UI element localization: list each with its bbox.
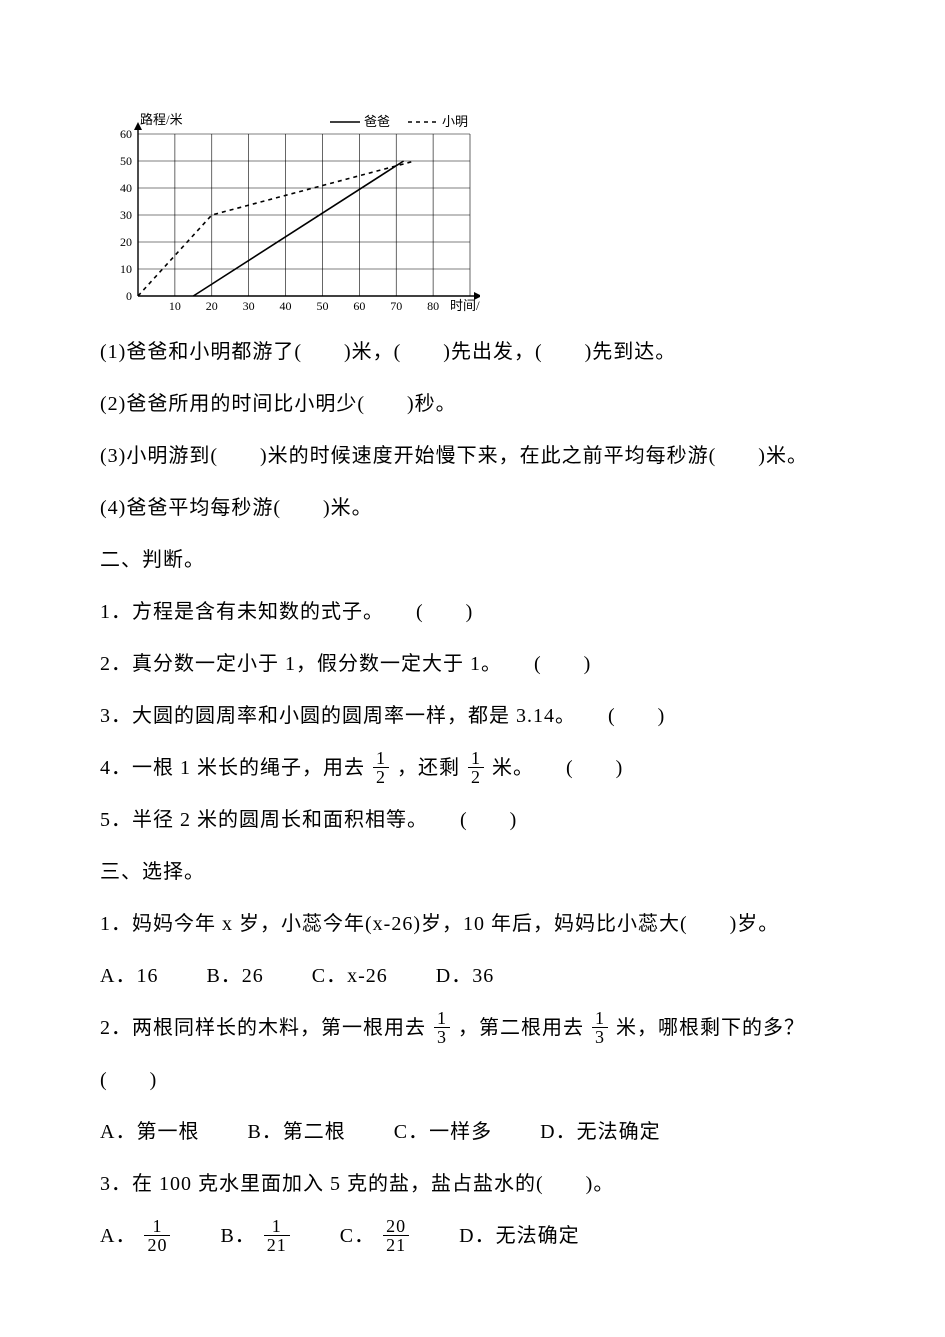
svg-text:10: 10 [169,299,181,313]
section-3-title: 三、选择。 [100,846,845,898]
s3-q3-choices: A． 1 20 B． 1 21 C． 20 21 D．无法确定 [100,1210,845,1262]
svg-text:80: 80 [427,299,439,313]
frac-num: 1 [592,1009,608,1028]
svg-text:70: 70 [390,299,402,313]
s3-q3: 3．在 100 克水里面加入 5 克的盐，盐占盐水的( )。 [100,1158,845,1210]
svg-text:路程/米: 路程/米 [140,112,183,127]
frac-den: 2 [468,768,484,786]
fraction-1-21: 1 21 [264,1217,290,1254]
frac-den: 3 [434,1028,450,1046]
svg-text:40: 40 [280,299,292,313]
svg-text:20: 20 [120,235,132,249]
s3-q2-text-b: ，第二根用去 [458,1017,584,1039]
frac-num: 1 [373,749,389,768]
s3-q1-C: C．x-26 [312,950,388,1002]
svg-text:60: 60 [353,299,365,313]
section-2-title: 二、判断。 [100,534,845,586]
svg-text:20: 20 [206,299,218,313]
s3-q3-B: B． 1 21 [220,1210,291,1262]
s3-q2-A: A．第一根 [100,1106,199,1158]
frac-num: 1 [264,1217,290,1236]
svg-text:10: 10 [120,262,132,276]
swim-line-chart: 0 10 20 30 40 50 60 10 20 30 40 50 60 70 80 路程/米时间/秒 爸爸 小… [100,110,480,320]
fraction-1-3-a: 1 3 [434,1009,450,1046]
chart-svg: 0 10 20 30 40 50 60 10 20 30 40 50 60 70 80 路程/米时间/秒 爸爸 小… [100,110,480,320]
fraction-1-2-a: 1 2 [373,749,389,786]
s3-q1-A: A．16 [100,950,158,1002]
s3-q2-choices: A．第一根 B．第二根 C．一样多 D．无法确定 [100,1106,845,1158]
q1-4: (4)爸爸平均每秒游( )米。 [100,482,845,534]
s2-q4-text-b: ，还剩 [397,757,460,779]
fraction-1-2-b: 1 2 [468,749,484,786]
fraction-1-3-b: 1 3 [592,1009,608,1046]
frac-den: 21 [264,1236,290,1254]
svg-text:30: 30 [120,208,132,222]
frac-den: 3 [592,1028,608,1046]
svg-text:60: 60 [120,127,132,141]
svg-text:40: 40 [120,181,132,195]
frac-num: 1 [434,1009,450,1028]
s2-q1: 1．方程是含有未知数的式子。 ( ) [100,586,845,638]
svg-text:时间/秒: 时间/秒 [450,298,480,313]
s3-q1: 1．妈妈今年 x 岁，小蕊今年(x-26)岁，10 年后，妈妈比小蕊大( )岁。 [100,898,845,950]
q1-2: (2)爸爸所用的时间比小明少( )秒。 [100,378,845,430]
q1-1: (1)爸爸和小明都游了( )米，( )先出发，( )先到达。 [100,326,845,378]
s3-q2-D: D．无法确定 [540,1106,660,1158]
svg-text:50: 50 [316,299,328,313]
fraction-20-21: 20 21 [383,1217,409,1254]
s3-q2-B: B．第二根 [247,1106,345,1158]
s3-q2-C: C．一样多 [394,1106,492,1158]
s2-q4-text-a: 4．一根 1 米长的绳子，用去 [100,757,365,779]
s3-q1-D: D．36 [436,950,494,1002]
q1-3: (3)小明游到( )米的时候速度开始慢下来，在此之前平均每秒游( )米。 [100,430,845,482]
s2-q4-text-c: 米。 ( ) [492,757,623,779]
s3-q3-D: D．无法确定 [459,1210,579,1262]
frac-den: 20 [144,1236,170,1254]
svg-text:50: 50 [120,154,132,168]
s2-q2: 2．真分数一定小于 1，假分数一定大于 1。 ( ) [100,638,845,690]
s3-q3-A: A． 1 20 [100,1210,172,1262]
opt-label: A． [100,1225,136,1247]
opt-label: C． [340,1225,375,1247]
s3-q1-B: B．26 [206,950,263,1002]
s2-q5: 5．半径 2 米的圆周长和面积相等。 ( ) [100,794,845,846]
opt-label: B． [220,1225,255,1247]
s3-q3-C: C． 20 21 [340,1210,411,1262]
svg-text:0: 0 [126,289,132,303]
s2-q3: 3．大圆的圆周率和小圆的圆周率一样，都是 3.14。 ( ) [100,690,845,742]
s3-q2: 2．两根同样长的木料，第一根用去 1 3 ，第二根用去 1 3 米，哪根剩下的多… [100,1002,845,1106]
s2-q4: 4．一根 1 米长的绳子，用去 1 2 ，还剩 1 2 米。 ( ) [100,742,845,794]
frac-num: 1 [144,1217,170,1236]
s3-q2-text-a: 2．两根同样长的木料，第一根用去 [100,1017,426,1039]
frac-den: 21 [383,1236,409,1254]
frac-num: 1 [468,749,484,768]
s3-q1-choices: A．16 B．26 C．x-26 D．36 [100,950,845,1002]
svg-text:小明: 小明 [442,114,468,129]
svg-text:30: 30 [243,299,255,313]
frac-den: 2 [373,768,389,786]
frac-num: 20 [383,1217,409,1236]
fraction-1-20: 1 20 [144,1217,170,1254]
svg-text:爸爸: 爸爸 [364,114,390,129]
